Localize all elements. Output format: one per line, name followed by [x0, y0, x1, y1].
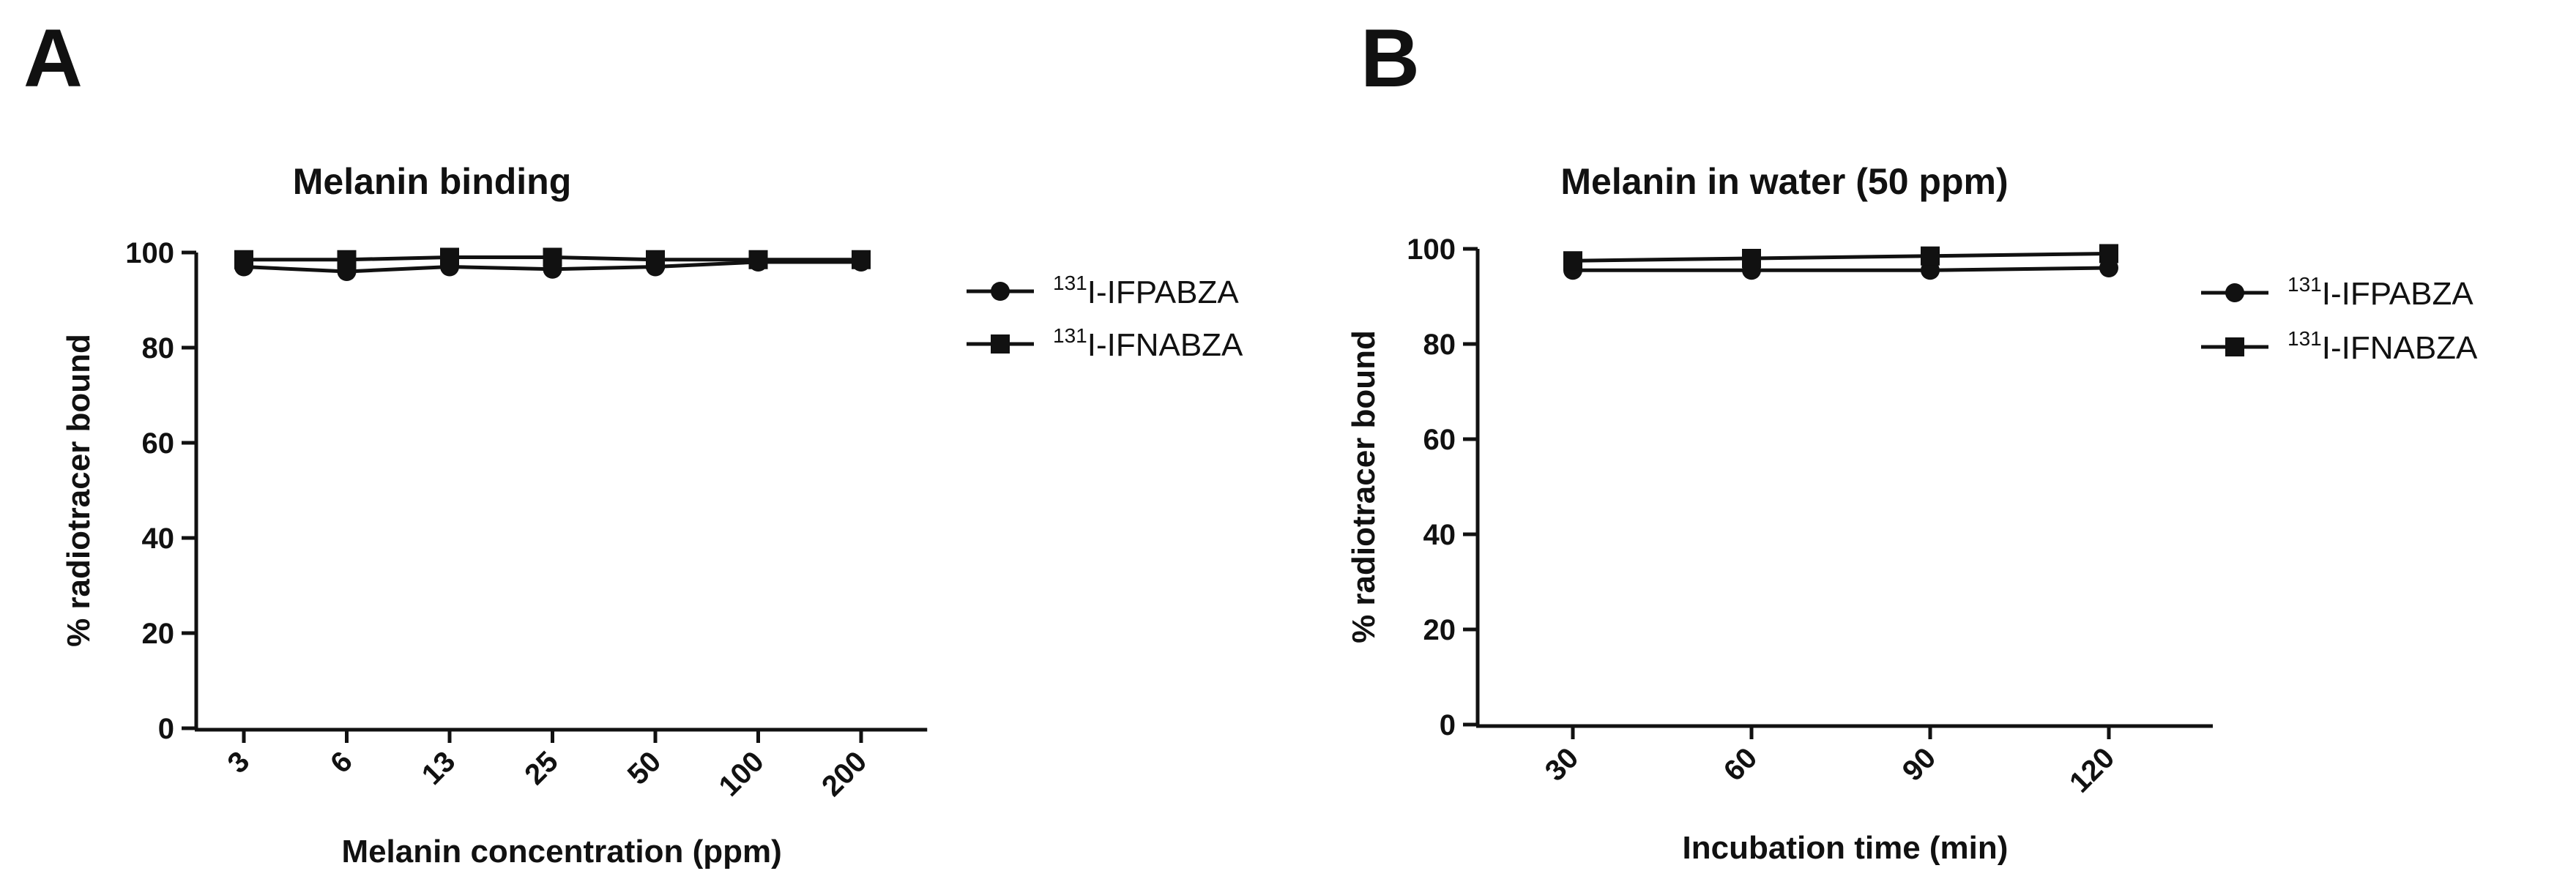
y-tick-label: 40: [142, 523, 175, 555]
x-tick-label: 120: [2063, 741, 2121, 799]
series-ifnabza: [234, 247, 871, 269]
series-line: [1572, 252, 2110, 263]
x-tick-label: 50: [622, 745, 668, 791]
legend-isotope: 131: [2287, 327, 2322, 350]
data-point-square: [646, 250, 665, 269]
legend-marker-square: [991, 334, 1010, 354]
data-point-square: [234, 250, 253, 269]
legend-isotope-suffix: I-: [1087, 327, 1107, 363]
y-tick-label: 80: [142, 332, 175, 364]
legend-label: 131I-IFNABZA: [2287, 327, 2478, 366]
data-point-square: [543, 247, 562, 267]
x-tick-label: 60: [1718, 741, 1764, 788]
x-tick-label: 100: [713, 745, 770, 802]
y-tick-label: 100: [1407, 233, 1456, 266]
data-point-square: [1742, 249, 1761, 268]
data-point-square: [440, 247, 459, 267]
y-axis-title: % radiotracer bound: [1346, 330, 1382, 643]
x-tick-label: 13: [416, 745, 462, 791]
x-tick-label: 6: [324, 745, 359, 779]
legend-label: 131I-IFPABZA: [1053, 272, 1239, 310]
series-ifnabza: [1563, 244, 2118, 271]
panel-a: A Melanin binding 0 20 40 60 80 100 3 6 13 25 50 100 2…: [23, 12, 1243, 870]
legend-marker-circle: [2225, 283, 2244, 302]
y-tick-label: 0: [1440, 709, 1456, 741]
chart-title: Melanin binding: [293, 161, 572, 202]
legend-series-name: IFNABZA: [2342, 330, 2478, 366]
chart-title: Melanin in water (50 ppm): [1560, 161, 2008, 202]
legend-series-name: IFPABZA: [1107, 274, 1240, 310]
legend-series-name: IFNABZA: [1107, 327, 1243, 363]
legend-isotope-suffix: I-: [2322, 330, 2342, 366]
y-tick-label: 60: [1423, 424, 1456, 456]
x-tick-label: 200: [816, 745, 873, 802]
x-tick-label: 30: [1539, 741, 1585, 788]
series-line: [1573, 266, 2110, 272]
x-axis-title: Melanin concentration (ppm): [341, 834, 781, 870]
data-point-square: [748, 250, 768, 269]
y-axis-title: % radiotracer bound: [61, 334, 97, 647]
y-tick-label: 40: [1423, 519, 1456, 551]
y-tick-label: 60: [142, 427, 175, 460]
y-tick-label: 80: [1423, 329, 1456, 361]
y-tick-label: 20: [1423, 614, 1456, 646]
x-tick-label: 25: [518, 745, 565, 791]
x-tick-label: 3: [222, 745, 256, 779]
legend-marker-square: [2225, 337, 2244, 356]
legend-isotope: 131: [2287, 273, 2322, 296]
x-axis-title: Incubation time (min): [1683, 830, 2009, 866]
legend-label: 131I-IFPABZA: [2287, 273, 2473, 312]
legend-marker-circle: [991, 282, 1010, 301]
legend-series-name: IFPABZA: [2342, 276, 2474, 312]
y-tick-label: 20: [142, 618, 175, 650]
legend-isotope: 131: [1053, 272, 1087, 294]
data-point-square: [337, 250, 357, 269]
data-point-square: [852, 250, 871, 269]
data-point-square: [1921, 246, 1940, 266]
legend-label: 131I-IFNABZA: [1053, 324, 1243, 363]
data-point-square: [1563, 251, 1582, 271]
legend-isotope-suffix: I-: [2322, 276, 2342, 312]
y-tick-label: 0: [158, 713, 174, 745]
y-tick-label: 100: [125, 237, 174, 269]
panel-letter: B: [1360, 12, 1420, 104]
x-tick-label: 90: [1896, 741, 1943, 788]
data-point-square: [2099, 244, 2118, 263]
panel-letter: A: [23, 12, 83, 104]
legend-isotope-suffix: I-: [1087, 274, 1107, 310]
panel-b: B Melanin in water (50 ppm) 0 20 40 60 80 100 30…: [1346, 12, 2478, 866]
legend-isotope: 131: [1053, 324, 1087, 347]
